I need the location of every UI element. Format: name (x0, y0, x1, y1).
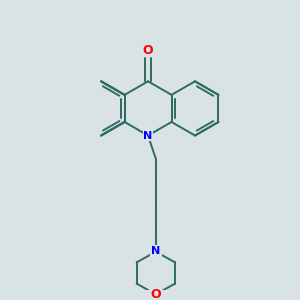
Text: N: N (151, 246, 160, 256)
Text: O: O (151, 288, 161, 300)
Text: N: N (143, 131, 153, 142)
Text: O: O (143, 44, 153, 57)
